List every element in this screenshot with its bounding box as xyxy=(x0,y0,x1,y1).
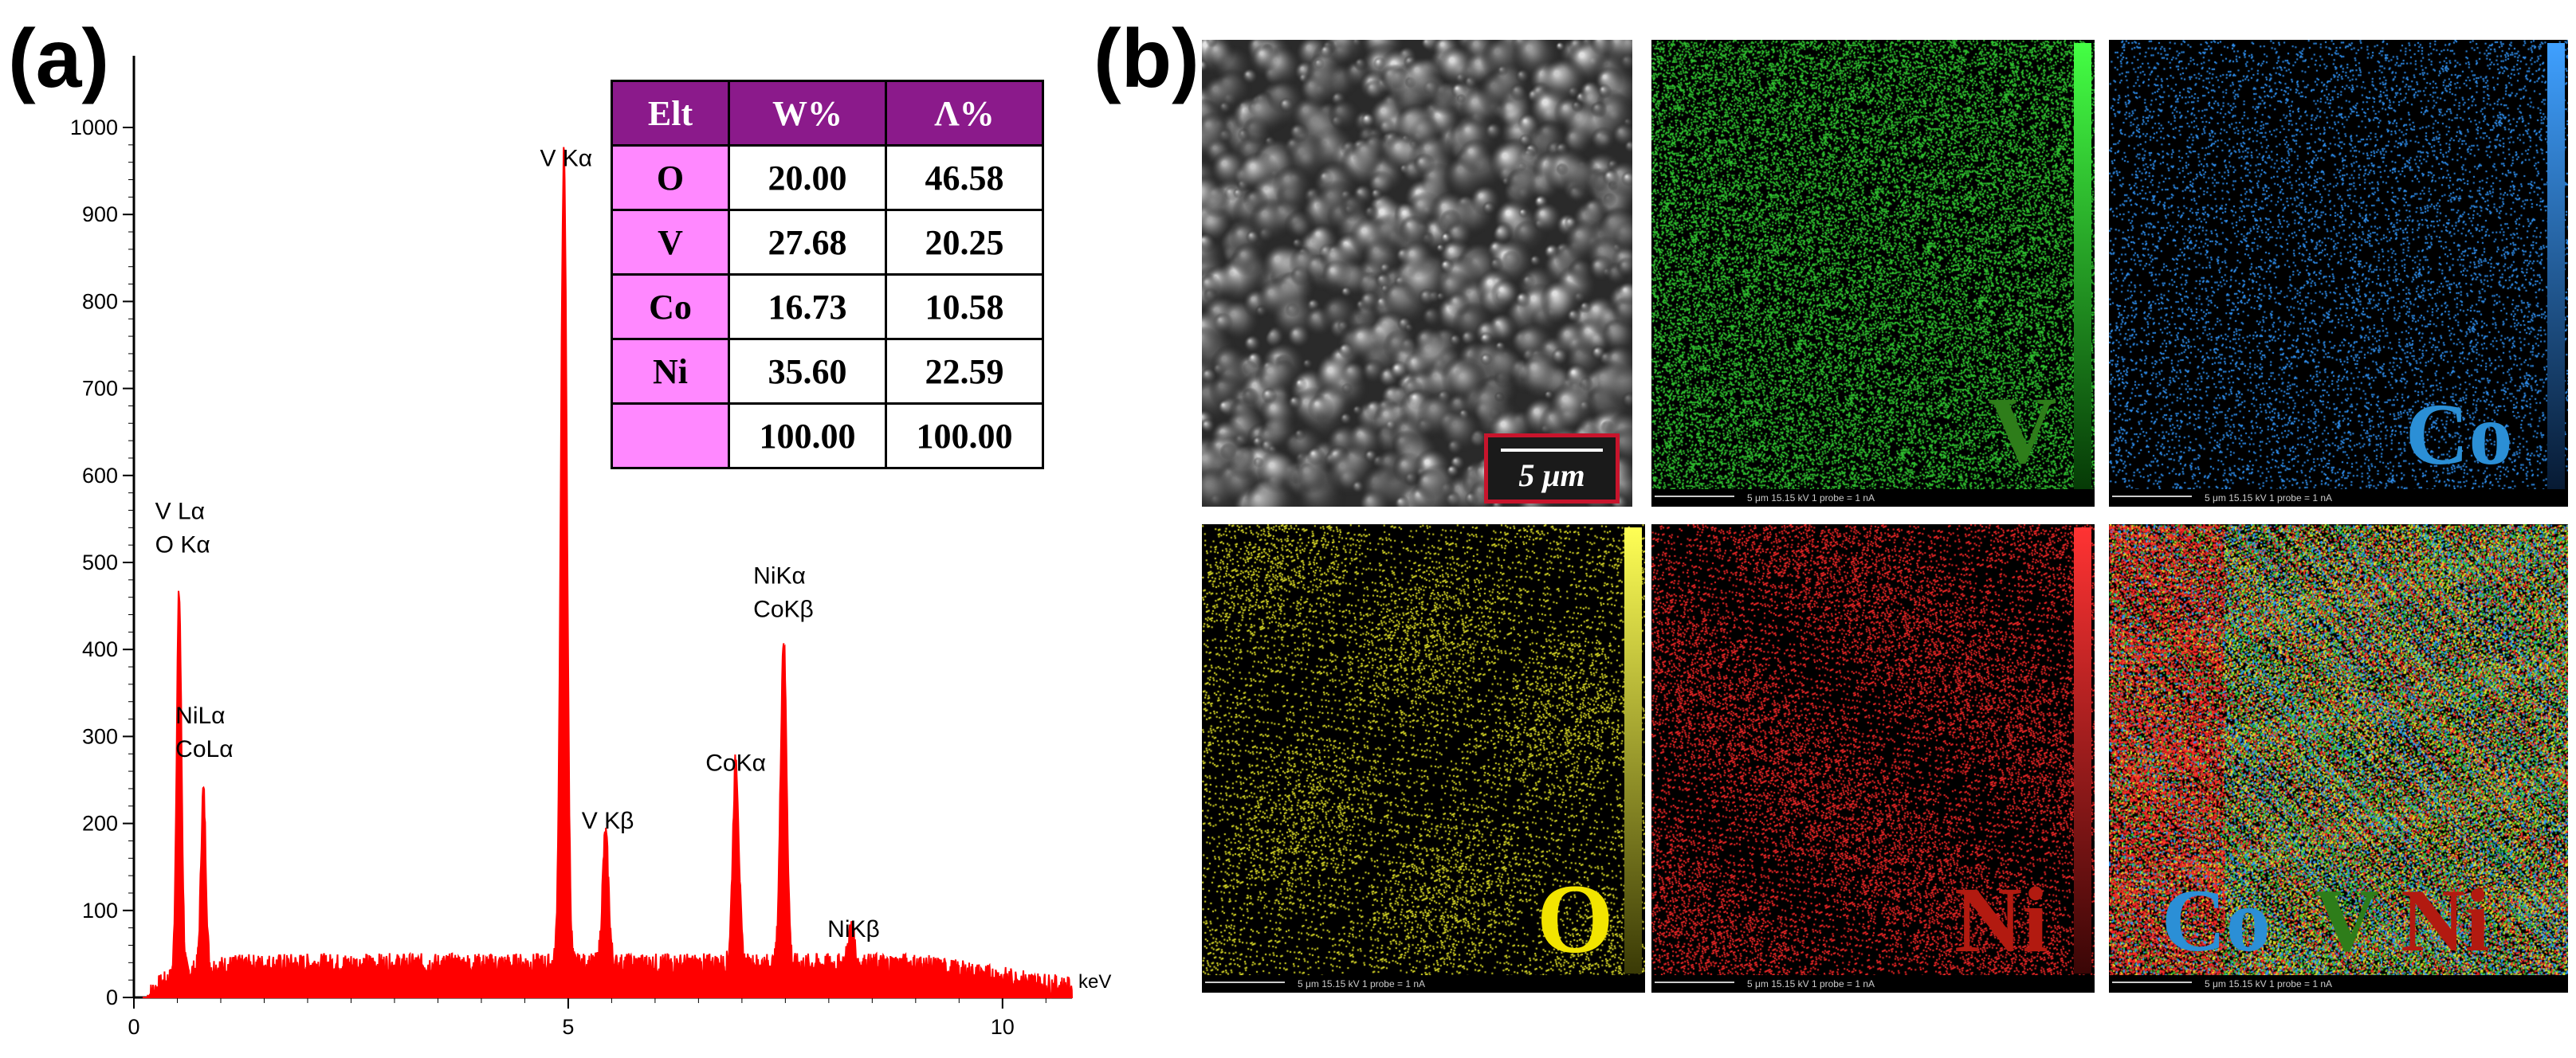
table-header-row: Elt W% Λ% xyxy=(611,80,1044,147)
table-cell-weight: 20.00 xyxy=(728,144,887,211)
v-element-map: V 5 μm 15.15 kV 1 probe = 1 nA xyxy=(1651,40,2095,507)
peak-label: O Kα xyxy=(155,532,210,558)
co-colorbar xyxy=(2547,43,2565,489)
peak-label: V Kα xyxy=(540,145,592,171)
sem-image-canvas xyxy=(1202,40,1632,507)
peak-label: NiLα xyxy=(175,703,225,729)
ni-element-map: Ni 5 μm 15.15 kV 1 probe = 1 nA xyxy=(1651,524,2095,993)
table-cell-atomic: 10.58 xyxy=(885,273,1044,340)
table-cell-atomic: 46.58 xyxy=(885,144,1044,211)
y-tick-label: 300 xyxy=(82,724,118,748)
o-element-map: O 5 μm 15.15 kV 1 probe = 1 nA xyxy=(1202,524,1645,993)
map-footer: 5 μm 15.15 kV 1 probe = 1 nA xyxy=(1202,975,1645,993)
table-cell-element xyxy=(611,402,730,469)
overlay-label-v: V xyxy=(2315,872,2379,970)
peak-label: CoKβ xyxy=(753,597,814,623)
panel-a-label: (a) xyxy=(8,13,110,105)
co-map-canvas xyxy=(2109,40,2568,507)
table-row: V 27.68 20.25 xyxy=(611,209,1044,276)
peak-label: V Kβ xyxy=(582,808,634,834)
overlay-map-canvas xyxy=(2109,524,2568,993)
table-header-element: Elt xyxy=(611,80,730,147)
y-tick-label: 1000 xyxy=(70,116,118,139)
x-tick-label: 10 xyxy=(991,1015,1015,1039)
ni-map-canvas xyxy=(1651,524,2095,993)
peak-label: CoKα xyxy=(705,750,766,776)
ni-colorbar xyxy=(2074,527,2091,974)
scale-bar-line xyxy=(1501,449,1603,452)
table-cell-atomic: 20.25 xyxy=(885,209,1044,276)
map-footer: 5 μm 15.15 kV 1 probe = 1 nA xyxy=(2109,489,2568,507)
y-tick-label: 800 xyxy=(82,289,118,313)
map-footer-text: 5 μm 15.15 kV 1 probe = 1 nA xyxy=(1298,978,1426,989)
table-cell-element: Co xyxy=(611,273,730,340)
y-tick-label: 100 xyxy=(82,899,118,923)
v-map-label: V xyxy=(1988,377,2057,483)
scale-bar-label: 5 μm xyxy=(1518,457,1585,493)
table-row: Co 16.73 10.58 xyxy=(611,273,1044,340)
v-colorbar xyxy=(2074,43,2091,489)
x-axis-label: keV xyxy=(1078,971,1111,993)
overlay-label-ni: Ni xyxy=(2401,872,2490,970)
map-footer: 5 μm 15.15 kV 1 probe = 1 nA xyxy=(1651,975,2095,993)
sem-image: 5 μm xyxy=(1202,40,1632,507)
ni-map-label: Ni xyxy=(1954,868,2048,972)
table-cell-atomic-total: 100.00 xyxy=(885,402,1044,469)
composition-table: Elt W% Λ% O 20.00 46.58 V 27.68 20.25 Co… xyxy=(611,80,1044,469)
table-cell-weight-total: 100.00 xyxy=(728,402,887,469)
y-tick-label: 400 xyxy=(82,637,118,661)
co-map-label: Co xyxy=(2405,386,2513,483)
map-footer-text: 5 μm 15.15 kV 1 probe = 1 nA xyxy=(1747,492,1875,504)
y-tick-label: 0 xyxy=(106,986,118,1009)
overlay-label-co: Co xyxy=(2162,872,2271,970)
table-cell-weight: 35.60 xyxy=(728,338,887,405)
map-footer: 5 μm 15.15 kV 1 probe = 1 nA xyxy=(2109,975,2568,993)
x-tick-label: 0 xyxy=(128,1015,139,1039)
table-cell-weight: 16.73 xyxy=(728,273,887,340)
table-header-atomic-percent: Λ% xyxy=(885,80,1044,147)
y-tick-label: 500 xyxy=(82,551,118,574)
table-cell-weight: 27.68 xyxy=(728,209,887,276)
table-cell-element: V xyxy=(611,209,730,276)
scale-bar: 5 μm xyxy=(1484,433,1620,504)
map-footer-text: 5 μm 15.15 kV 1 probe = 1 nA xyxy=(2205,492,2333,504)
y-tick-label: 600 xyxy=(82,464,118,488)
y-tick-label: 900 xyxy=(82,202,118,226)
peak-label: CoLα xyxy=(175,736,233,762)
o-colorbar xyxy=(1624,527,1642,974)
x-tick-label: 5 xyxy=(562,1015,574,1039)
map-footer-text: 5 μm 15.15 kV 1 probe = 1 nA xyxy=(2205,978,2333,989)
spectrum-series-line xyxy=(142,147,1074,999)
panel-b-label: (b) xyxy=(1094,13,1200,105)
o-map-label: O xyxy=(1537,864,1614,974)
overlay-element-map: Co V Ni 5 μm 15.15 kV 1 probe = 1 nA xyxy=(2109,524,2568,993)
map-footer: 5 μm 15.15 kV 1 probe = 1 nA xyxy=(1651,489,2095,507)
peak-label: V Lα xyxy=(155,499,205,525)
peak-label: NiKβ xyxy=(827,916,880,942)
y-tick-label: 200 xyxy=(82,812,118,836)
peak-label: NiKα xyxy=(753,563,806,590)
y-tick-label: 700 xyxy=(82,377,118,401)
map-footer-text: 5 μm 15.15 kV 1 probe = 1 nA xyxy=(1747,978,1875,989)
co-element-map: Co 5 μm 15.15 kV 1 probe = 1 nA xyxy=(2109,40,2568,507)
table-row: Ni 35.60 22.59 xyxy=(611,338,1044,405)
v-map-canvas xyxy=(1651,40,2095,507)
table-cell-atomic: 22.59 xyxy=(885,338,1044,405)
o-map-canvas xyxy=(1202,524,1645,993)
table-row-total: 100.00 100.00 xyxy=(611,402,1044,469)
table-cell-element: O xyxy=(611,144,730,211)
table-header-weight-percent: W% xyxy=(728,80,887,147)
table-row: O 20.00 46.58 xyxy=(611,144,1044,211)
table-cell-element: Ni xyxy=(611,338,730,405)
